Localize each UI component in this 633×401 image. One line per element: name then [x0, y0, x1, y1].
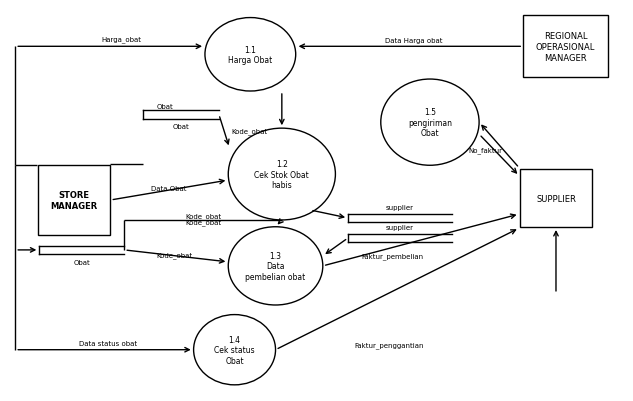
Bar — [523, 16, 608, 78]
Ellipse shape — [194, 315, 275, 385]
Text: Harga_obat: Harga_obat — [101, 36, 141, 43]
Ellipse shape — [205, 18, 296, 92]
Text: 1.1
Harga Obat: 1.1 Harga Obat — [229, 45, 272, 65]
Text: Data Harga obat: Data Harga obat — [385, 37, 443, 43]
Ellipse shape — [229, 227, 323, 305]
Ellipse shape — [381, 80, 479, 166]
Text: Faktur_pembelian: Faktur_pembelian — [361, 253, 423, 259]
Text: supplier: supplier — [386, 225, 414, 231]
Text: Obat: Obat — [173, 124, 189, 130]
Text: Obat: Obat — [73, 259, 90, 265]
Text: Kode_obat: Kode_obat — [156, 252, 193, 259]
Ellipse shape — [229, 129, 335, 221]
Text: Faktur_penggantian: Faktur_penggantian — [354, 341, 423, 348]
Text: STORE
MANAGER: STORE MANAGER — [50, 190, 97, 211]
Text: Obat: Obat — [157, 104, 173, 110]
Text: 1.2
Cek Stok Obat
habis: 1.2 Cek Stok Obat habis — [254, 160, 309, 190]
Text: Kode_obat: Kode_obat — [232, 128, 268, 134]
Text: Data status obat: Data status obat — [80, 340, 137, 346]
Text: supplier: supplier — [386, 205, 414, 211]
Text: Kode_obat: Kode_obat — [185, 213, 221, 220]
Text: Kode_obat: Kode_obat — [185, 219, 221, 226]
Text: Data Obat: Data Obat — [151, 186, 186, 192]
Text: REGIONAL
OPERASIONAL
MANAGER: REGIONAL OPERASIONAL MANAGER — [536, 32, 595, 63]
Text: 1.4
Cek status
Obat: 1.4 Cek status Obat — [214, 335, 255, 365]
Text: No_faktur: No_faktur — [468, 147, 503, 154]
Text: 1.3
Data
pembelian obat: 1.3 Data pembelian obat — [246, 251, 306, 281]
Bar — [37, 166, 110, 235]
Bar — [520, 170, 592, 227]
Text: SUPPLIER: SUPPLIER — [536, 194, 576, 203]
Text: 1.5
pengiriman
Obat: 1.5 pengiriman Obat — [408, 108, 452, 138]
